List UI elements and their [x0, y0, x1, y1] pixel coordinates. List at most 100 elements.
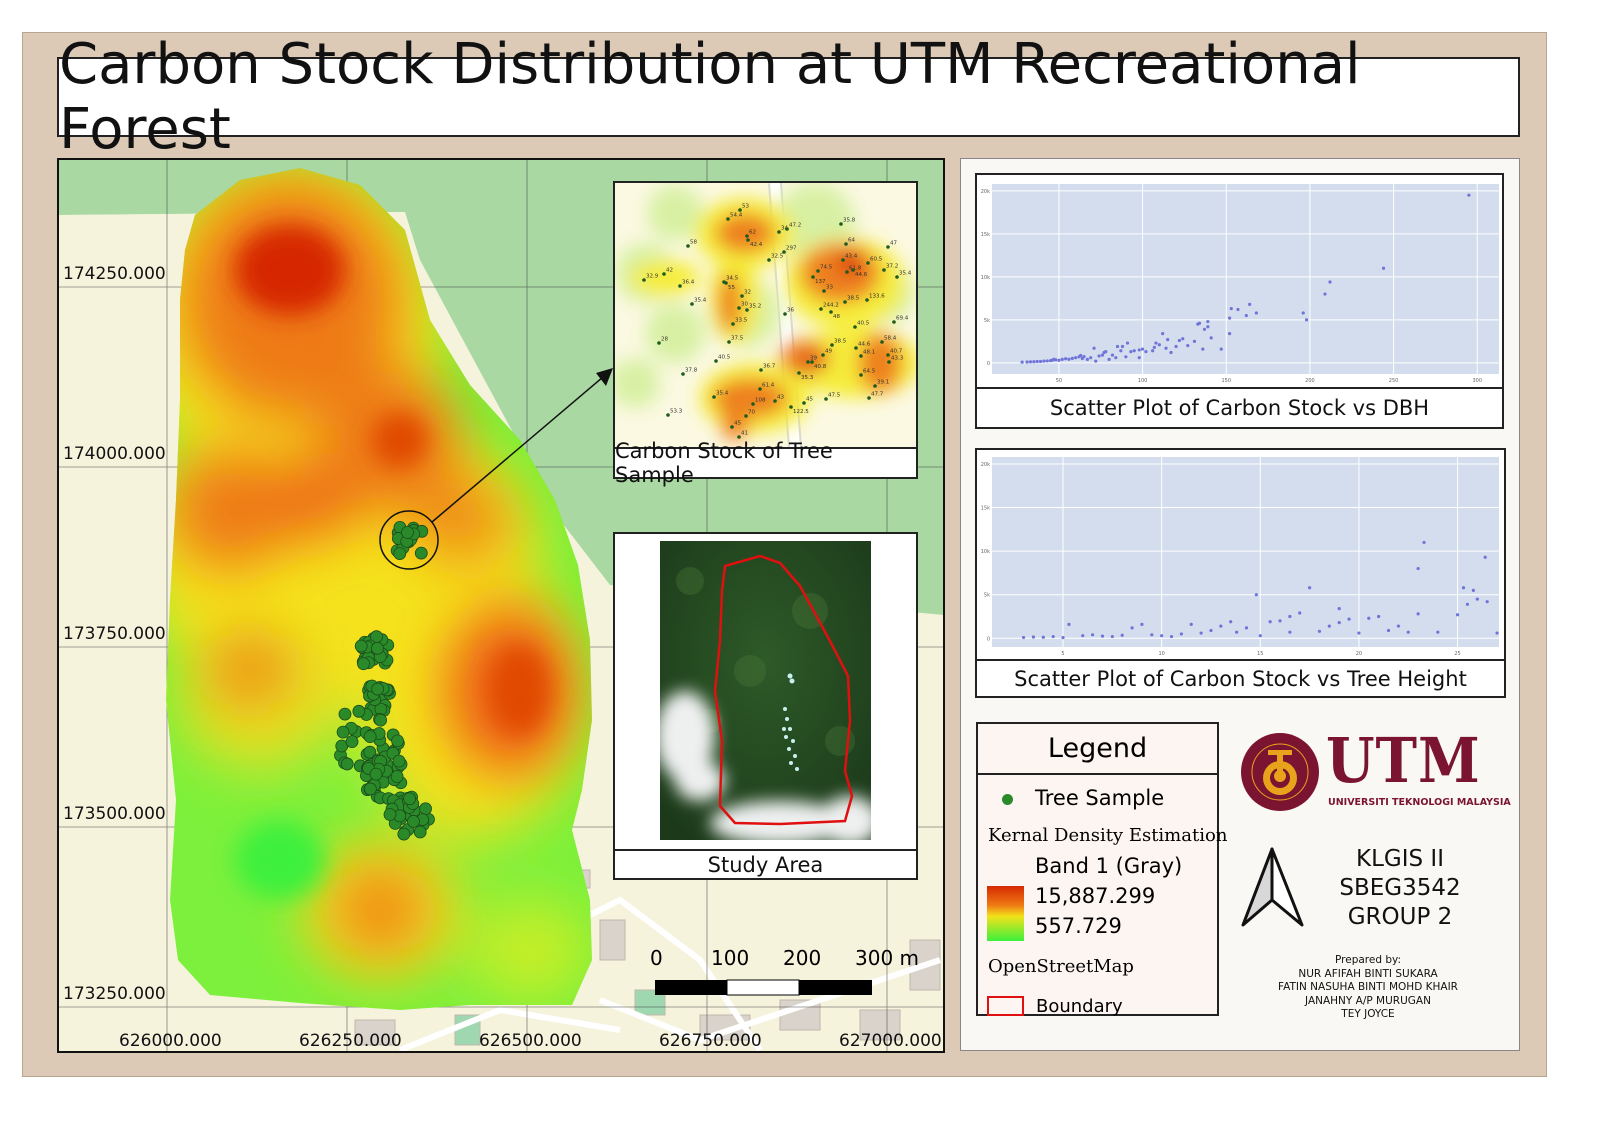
inset-point-label: 54.4 [730, 212, 743, 218]
scatter-point [1186, 344, 1190, 348]
tree-sample-points[interactable] [334, 521, 435, 841]
scatter-point [1317, 629, 1322, 633]
tree-sample-point[interactable] [371, 682, 385, 696]
inset-tree-point [829, 310, 833, 314]
tree-sample-point[interactable] [352, 704, 366, 718]
tree-sample-point[interactable] [340, 757, 354, 771]
scale-label: 0 [650, 946, 663, 970]
tree-sample-point[interactable] [397, 827, 411, 841]
y-tick-label: 5k [984, 318, 990, 324]
scatter-point [1129, 350, 1133, 354]
inset-tree-point [777, 230, 781, 234]
inset-tree-sample[interactable]: 53 54.4 34 47.2 62 42.4 297 32.5 58 35.8 64 47 43.4 6… [613, 181, 918, 449]
tree-sample-point[interactable] [413, 825, 427, 839]
scatter-point [1130, 626, 1134, 630]
inset-point-label: 32 [744, 289, 751, 295]
main-map[interactable]: 174250.000 174000.000 173750.000 173500.… [57, 158, 945, 1053]
tree-sample-point[interactable] [345, 735, 359, 749]
scatter-point [1308, 586, 1312, 590]
scatter-point [1422, 540, 1426, 545]
tree-sample-point[interactable] [401, 526, 414, 539]
credit-name: NUR AFIFAH BINTI SUKARA [1298, 967, 1438, 980]
credit-name: FATIN NASUHA BINTI MOHD KHAIR [1278, 981, 1458, 993]
chart-height[interactable]: 5 10 15 20 25 0 5k 10k 15k 20k [975, 448, 1600, 661]
scatter-point [1244, 313, 1248, 318]
tree-sample-point[interactable] [369, 767, 383, 781]
inset-point-label: 137 [815, 279, 826, 285]
inset-tree-point [785, 227, 789, 231]
inset-tree-point [802, 401, 806, 405]
inset-point-label: 43.3 [891, 355, 904, 361]
inset-tree-point [865, 298, 869, 302]
scatter-point [1152, 345, 1156, 349]
utm-seal-logo [1241, 733, 1319, 811]
tree-sample-point[interactable] [419, 802, 432, 816]
inset-tree-point [854, 346, 858, 350]
tree-sample-point[interactable] [363, 730, 377, 744]
scatter-point [1021, 635, 1026, 640]
tree-sample-point[interactable] [336, 725, 350, 739]
tree-sample-point[interactable] [338, 707, 352, 721]
scatter-point [1067, 622, 1071, 626]
inset-tree-point [783, 312, 787, 316]
scatter-point [1028, 360, 1033, 364]
x-tick-label: 200 [1305, 378, 1315, 384]
x-tick-label: 25 [1454, 651, 1460, 657]
chart-dbh[interactable]: 50 100 150 200 250 300 0 5k 10k 15k 20k [975, 173, 1504, 389]
chart-dbh-caption: Scatter Plot of Carbon Stock vs DBH [975, 387, 1504, 429]
inset-tree-point [811, 275, 815, 279]
inset-point-label: 39 [810, 355, 817, 361]
tree-sample-point[interactable] [414, 546, 428, 560]
scatter-point [1115, 344, 1120, 349]
scatter-point [1323, 292, 1327, 296]
y-label: 173750.000 [63, 624, 166, 644]
scatter-point [1219, 624, 1223, 628]
tree-sample-point[interactable] [391, 734, 404, 748]
inset-point-label: 35.4 [716, 390, 729, 396]
tree-sample-point[interactable] [374, 713, 388, 727]
scatter-point [1495, 631, 1499, 635]
tree-sample-point[interactable] [357, 657, 370, 671]
tree-sample-point[interactable] [354, 639, 368, 653]
tree-sample-symbol-icon [1002, 794, 1013, 805]
scatter-point [1041, 635, 1045, 639]
legend-kde-title: Kernal Density Estimation [988, 825, 1228, 846]
scatter-point [1201, 347, 1205, 351]
inset-tree-point [821, 353, 825, 357]
tree-sample-point[interactable] [403, 792, 417, 806]
tree-sample-point[interactable] [383, 808, 397, 821]
inset-point-label: 58 [690, 239, 697, 245]
tree-sample-point[interactable] [371, 641, 384, 655]
inset-point-label: 45 [806, 396, 813, 402]
tree-sample-point[interactable] [393, 547, 407, 560]
plot-area [992, 184, 1499, 374]
inset-tree-point [895, 275, 899, 279]
inset-study-area-caption: Study Area [613, 849, 918, 880]
scatter-point [1164, 346, 1168, 350]
tree-sample-point[interactable] [392, 754, 406, 768]
tree-sample-point[interactable] [363, 782, 377, 796]
inset-point-label: 36.4 [682, 279, 695, 285]
tree-sample-point[interactable] [363, 745, 377, 759]
scatter-point [1085, 357, 1089, 361]
scatter-point [1151, 349, 1155, 353]
inset-tree-point [737, 306, 741, 310]
legend-band: Band 1 (Gray) [1035, 854, 1183, 878]
main-map-canvas [59, 160, 943, 1051]
scatter-point [1120, 344, 1125, 349]
scatter-point [1357, 631, 1361, 635]
inset-tree-point [712, 395, 716, 399]
x-tick-label: 15 [1257, 651, 1263, 657]
tree-sample-point[interactable] [407, 815, 420, 828]
inset-point-label: 74.5 [820, 264, 833, 270]
tree-sample-point[interactable] [390, 770, 404, 783]
scatter-point [1025, 360, 1029, 364]
scatter-point [1236, 307, 1240, 312]
inset-point-label: 70 [748, 409, 755, 415]
inset-tree-point [851, 268, 855, 272]
inset-point-label: 45 [734, 420, 741, 426]
inset-point-label: 33.5 [735, 317, 748, 323]
scatter-point [1097, 354, 1101, 358]
scatter-point [1327, 624, 1331, 628]
inset-study-area[interactable] [613, 532, 918, 851]
